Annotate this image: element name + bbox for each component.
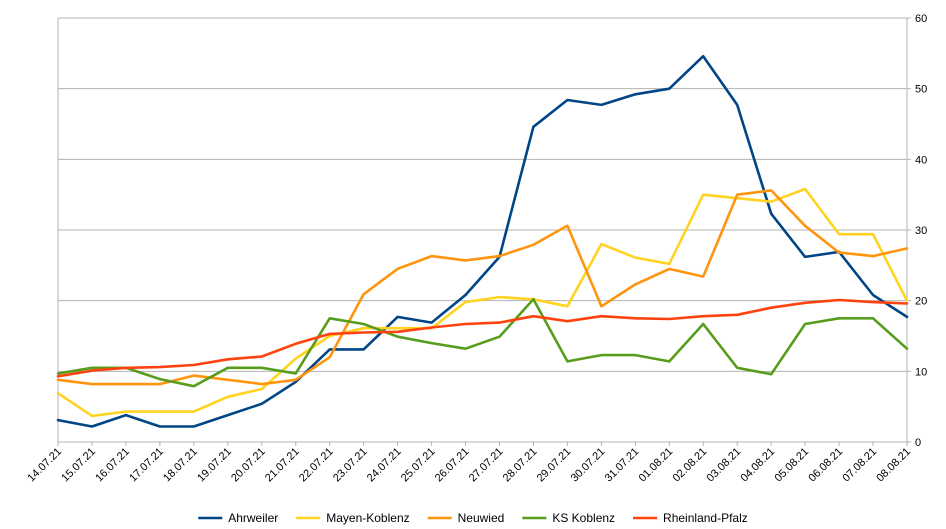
x-tick-label: 01.08.21 (637, 446, 676, 485)
x-tick-label: 05.08.21 (772, 446, 811, 485)
legend: Ahrweiler Mayen-Koblenz Neuwied KS Koblenz R… (198, 511, 748, 525)
x-axis-tick-labels: 14.07.2115.07.2116.07.2117.07.2118.07.21… (25, 446, 913, 485)
y-tick-label: 40 (915, 154, 927, 166)
x-tick-label: 29.07.21 (535, 446, 574, 485)
legend-label: Mayen-Koblenz (326, 511, 409, 525)
series-line-neuwied (56, 189, 909, 386)
series-line-ahrweiler (56, 54, 909, 428)
axes (57, 17, 911, 446)
legend-label: Ahrweiler (228, 511, 278, 525)
x-tick-label: 06.08.21 (806, 446, 845, 485)
x-tick-label: 17.07.21 (127, 446, 166, 485)
x-tick-label: 20.07.21 (229, 446, 268, 485)
y-tick-label: 20 (915, 296, 927, 308)
x-tick-label: 15.07.21 (59, 446, 98, 485)
y-tick-label: 0 (915, 437, 921, 449)
x-tick-label: 08.08.21 (874, 446, 913, 485)
series-line-mayen-koblenz (56, 187, 909, 418)
series-line-ks-koblenz (56, 297, 909, 388)
x-tick-label: 03.08.21 (705, 446, 744, 485)
y-tick-label: 60 (915, 13, 927, 25)
x-tick-label: 04.08.21 (739, 446, 778, 485)
legend-label: KS Koblenz (552, 511, 615, 525)
x-tick-label: 24.07.21 (365, 446, 404, 485)
x-tick-label: 07.08.21 (840, 446, 879, 485)
y-axis-tick-labels: 0 10 20 30 40 50 60 (915, 13, 927, 449)
x-tick-label: 27.07.21 (467, 446, 506, 485)
x-tick-label: 31.07.21 (603, 446, 642, 485)
x-tick-label: 18.07.21 (161, 446, 200, 485)
x-tick-label: 19.07.21 (195, 446, 234, 485)
x-tick-label: 14.07.21 (25, 446, 64, 485)
x-tick-label: 22.07.21 (297, 446, 336, 485)
series-line-rheinland-pfalz (56, 298, 909, 378)
x-tick-label: 21.07.21 (263, 446, 302, 485)
x-tick-label: 23.07.21 (331, 446, 370, 485)
x-tick-label: 02.08.21 (671, 446, 710, 485)
x-tick-label: 26.07.21 (433, 446, 472, 485)
series-lines (56, 54, 909, 428)
x-tick-label: 30.07.21 (569, 446, 608, 485)
legend-label: Rheinland-Pfalz (663, 511, 748, 525)
x-tick-label: 25.07.21 (399, 446, 438, 485)
gridlines (58, 17, 907, 372)
legend-label: Neuwied (458, 511, 505, 525)
x-tick-label: 28.07.21 (501, 446, 540, 485)
y-tick-label: 10 (915, 366, 927, 378)
y-tick-label: 50 (915, 84, 927, 96)
y-tick-label: 30 (915, 225, 927, 237)
x-tick-label: 16.07.21 (93, 446, 132, 485)
